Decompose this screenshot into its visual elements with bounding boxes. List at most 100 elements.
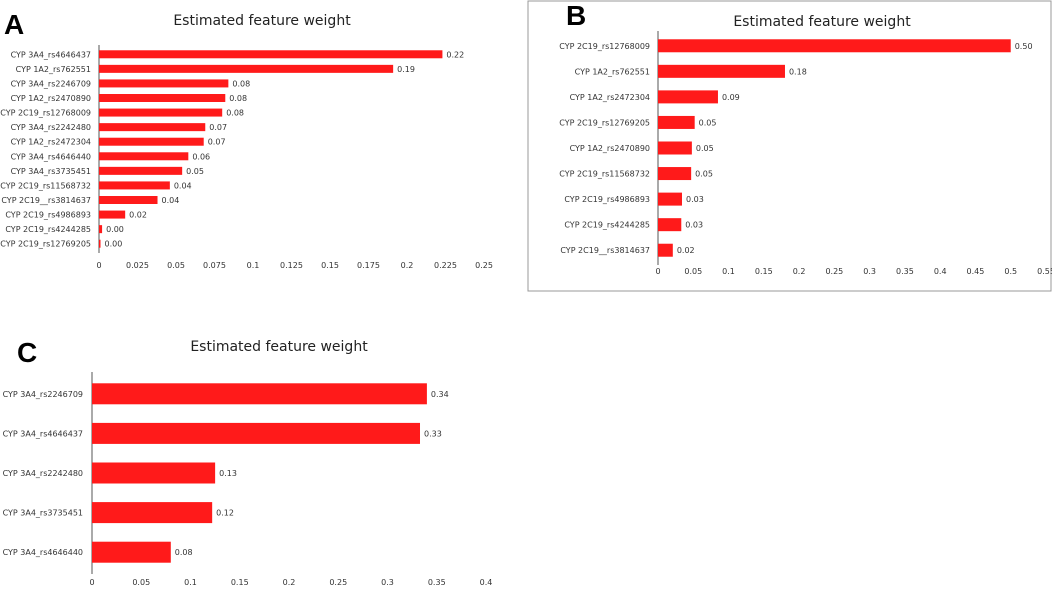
bar-c-5: [92, 541, 171, 563]
x-tick-b-2: 0.05: [684, 267, 702, 276]
category-label-a-13: CYP 2C19_rs4244285: [5, 225, 91, 234]
x-tick-a-3: 0.05: [167, 261, 185, 270]
x-tick-a-8: 0.175: [357, 261, 380, 270]
data-label-a-5: 0.08: [226, 109, 244, 118]
x-tick-b-11: 0.5: [1004, 267, 1017, 276]
data-label-c-4: 0.12: [216, 509, 234, 518]
x-tick-a-1: 0: [96, 261, 101, 270]
data-label-b-5: 0.05: [696, 144, 714, 153]
bar-a-10: [99, 181, 170, 190]
panel-letter-c: C: [17, 337, 37, 368]
bar-a-1: [99, 50, 443, 59]
bar-b-1: [658, 39, 1011, 53]
data-label-a-6: 0.07: [209, 123, 227, 132]
bar-a-7: [99, 137, 204, 146]
data-label-a-3: 0.08: [232, 79, 250, 88]
x-tick-c-5: 0.2: [283, 578, 296, 587]
panel-letter-b: B: [566, 0, 586, 31]
chart-panel-c: Estimated feature weight CYP 3A4_rs224670…: [3, 339, 493, 587]
category-label-a-5: CYP 2C19_rs12768009: [0, 109, 91, 118]
data-label-b-2: 0.18: [789, 67, 807, 76]
bar-b-3: [658, 90, 718, 104]
category-label-c-1: CYP 3A4_rs2246709: [3, 390, 83, 399]
data-label-b-3: 0.09: [722, 93, 740, 102]
data-label-a-11: 0.04: [162, 196, 180, 205]
bar-a-2: [99, 64, 394, 73]
chart-title-b: Estimated feature weight: [733, 14, 911, 30]
chart-panel-a: Estimated feature weight CYP 3A4_rs464643…: [0, 13, 493, 270]
data-label-b-8: 0.03: [685, 221, 703, 230]
x-tick-b-8: 0.35: [896, 267, 914, 276]
category-label-a-1: CYP 3A4_rs4646437: [11, 50, 91, 59]
category-label-a-7: CYP 1A2_rs2472304: [11, 138, 91, 147]
data-label-a-10: 0.04: [174, 181, 192, 190]
x-tick-b-1: 0: [655, 267, 660, 276]
bar-b-7: [658, 192, 682, 206]
data-label-a-4: 0.08: [229, 94, 247, 103]
x-tick-c-8: 0.35: [428, 578, 446, 587]
x-tick-a-6: 0.125: [280, 261, 303, 270]
bar-b-2: [658, 64, 785, 78]
bar-a-3: [99, 79, 229, 88]
x-tick-b-7: 0.3: [863, 267, 876, 276]
category-label-a-3: CYP 3A4_rs2246709: [11, 79, 91, 88]
x-tick-b-12: 0.55: [1037, 267, 1052, 276]
chart-title-a: Estimated feature weight: [173, 13, 351, 29]
bar-a-12: [99, 210, 126, 219]
category-label-a-2: CYP 1A2_rs762551: [16, 65, 91, 74]
x-tick-b-3: 0.1: [722, 267, 735, 276]
bar-c-3: [92, 462, 216, 484]
bar-a-6: [99, 123, 206, 132]
data-label-a-9: 0.05: [186, 167, 204, 176]
bar-b-5: [658, 141, 692, 155]
bar-a-9: [99, 166, 183, 175]
category-label-b-4: CYP 2C19_rs12769205: [559, 118, 650, 127]
bar-b-9: [658, 243, 673, 257]
category-label-b-8: CYP 2C19_rs4244285: [564, 221, 650, 230]
bar-b-8: [658, 218, 682, 232]
x-tick-a-2: 0.025: [126, 261, 149, 270]
data-label-b-4: 0.05: [699, 118, 717, 127]
x-tick-b-5: 0.2: [793, 267, 806, 276]
panel-b-frame: [527, 0, 1052, 292]
data-label-a-12: 0.02: [129, 211, 147, 220]
bar-a-13: [99, 225, 103, 234]
data-label-a-7: 0.07: [208, 138, 226, 147]
x-tick-a-11: 0.25: [475, 261, 493, 270]
data-label-c-1: 0.34: [431, 390, 449, 399]
category-label-a-10: CYP 2C19_rs11568732: [0, 181, 91, 190]
category-label-b-1: CYP 2C19_rs12768009: [559, 42, 650, 51]
x-tick-c-6: 0.25: [329, 578, 347, 587]
chart-title-c: Estimated feature weight: [190, 339, 368, 355]
x-tick-a-4: 0.075: [203, 261, 226, 270]
category-label-b-3: CYP 1A2_rs2472304: [570, 93, 650, 102]
panel-letter-a: A: [4, 9, 24, 40]
x-tick-b-9: 0.4: [934, 267, 947, 276]
data-label-a-8: 0.06: [192, 152, 210, 161]
x-tick-b-4: 0.15: [755, 267, 773, 276]
x-tick-c-9: 0.4: [480, 578, 493, 587]
data-label-b-1: 0.50: [1015, 42, 1033, 51]
category-label-a-9: CYP 3A4_rs3735451: [11, 167, 91, 176]
x-tick-c-1: 0: [89, 578, 94, 587]
x-tick-a-7: 0.15: [321, 261, 339, 270]
x-tick-a-9: 0.2: [401, 261, 414, 270]
bar-b-4: [658, 115, 695, 129]
data-label-a-1: 0.22: [446, 50, 464, 59]
x-tick-c-4: 0.15: [231, 578, 249, 587]
bar-c-4: [92, 502, 213, 524]
category-label-a-4: CYP 1A2_rs2470890: [11, 94, 91, 103]
bar-c-1: [92, 383, 427, 405]
bar-a-14: [99, 239, 101, 248]
x-tick-b-6: 0.25: [825, 267, 843, 276]
x-tick-b-10: 0.45: [967, 267, 985, 276]
x-tick-a-5: 0.1: [247, 261, 260, 270]
data-label-a-13: 0.00: [106, 225, 124, 234]
category-label-b-6: CYP 2C19_rs11568732: [559, 170, 650, 179]
category-label-b-2: CYP 1A2_rs762551: [575, 67, 650, 76]
category-label-a-14: CYP 2C19_rs12769205: [0, 240, 91, 249]
category-label-c-3: CYP 3A4_rs2242480: [3, 469, 83, 478]
category-label-b-7: CYP 2C19_rs4986893: [564, 195, 650, 204]
data-label-b-9: 0.02: [677, 246, 695, 255]
